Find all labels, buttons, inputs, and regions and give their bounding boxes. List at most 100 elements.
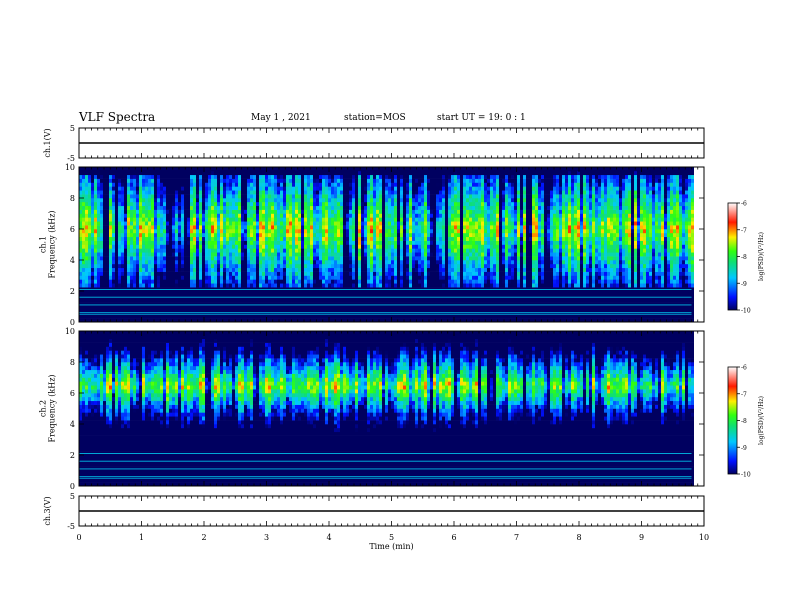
- heatmap-cell: [403, 241, 406, 245]
- heatmap-cell: [157, 276, 160, 280]
- heatmap-cell: [220, 186, 223, 190]
- heatmap-cell: [316, 179, 319, 183]
- heatmap-cell: [253, 225, 256, 229]
- heatmap-cell: [121, 283, 124, 287]
- heatmap-cell: [304, 179, 307, 183]
- heatmap-cell: [178, 202, 181, 206]
- heatmap-cell: [280, 214, 283, 218]
- heatmap-cell: [265, 276, 268, 280]
- heatmap-cell: [247, 245, 250, 249]
- heatmap-cell: [340, 179, 343, 183]
- heatmap-cell: [307, 291, 310, 295]
- heatmap-cell: [106, 264, 109, 268]
- heatmap-cell: [178, 272, 181, 276]
- heatmap-cell: [163, 256, 166, 260]
- heatmap-cell: [139, 268, 142, 272]
- heatmap-cell: [346, 307, 349, 311]
- heatmap-cell: [223, 272, 226, 276]
- heatmap-cell: [172, 206, 175, 210]
- heatmap-cell: [322, 179, 325, 183]
- heatmap-cell: [301, 264, 304, 268]
- heatmap-cell: [106, 233, 109, 237]
- heatmap-cell: [163, 206, 166, 210]
- heatmap-cell: [178, 276, 181, 280]
- heatmap-cell: [382, 217, 385, 221]
- heatmap-cell: [325, 190, 328, 194]
- heatmap-cell: [142, 307, 145, 311]
- heatmap-cell: [343, 214, 346, 218]
- heatmap-cell: [184, 210, 187, 214]
- heatmap-cell: [199, 183, 202, 187]
- heatmap-cell: [226, 206, 229, 210]
- heatmap-cell: [145, 229, 148, 233]
- heatmap-cell: [85, 214, 88, 218]
- heatmap-cell: [301, 210, 304, 214]
- heatmap-cell: [382, 175, 385, 179]
- heatmap-cell: [313, 299, 316, 303]
- heatmap-cell: [274, 167, 277, 171]
- heatmap-cell: [124, 291, 127, 295]
- heatmap-cell: [175, 186, 178, 190]
- heatmap-cell: [151, 214, 154, 218]
- heatmap-cell: [121, 260, 124, 264]
- heatmap-cell: [250, 229, 253, 233]
- heatmap-cell: [295, 194, 298, 198]
- heatmap-cell: [220, 256, 223, 260]
- heatmap-cell: [325, 237, 328, 241]
- heatmap-cell: [376, 175, 379, 179]
- heatmap-cell: [283, 221, 286, 225]
- heatmap-cell: [217, 179, 220, 183]
- heatmap-cell: [208, 194, 211, 198]
- heatmap-cell: [115, 268, 118, 272]
- heatmap-cell: [91, 171, 94, 175]
- heatmap-cell: [166, 190, 169, 194]
- heatmap-cell: [259, 241, 262, 245]
- heatmap-cell: [337, 194, 340, 198]
- heatmap-cell: [238, 260, 241, 264]
- heatmap-cell: [298, 237, 301, 241]
- heatmap-cell: [349, 256, 352, 260]
- heatmap-cell: [388, 283, 391, 287]
- heatmap-cell: [346, 291, 349, 295]
- heatmap-cell: [388, 206, 391, 210]
- heatmap-cell: [304, 279, 307, 283]
- heatmap-cell: [112, 210, 115, 214]
- heatmap-cell: [85, 279, 88, 283]
- heatmap-cell: [385, 210, 388, 214]
- heatmap-cell: [181, 276, 184, 280]
- heatmap-cell: [319, 237, 322, 241]
- heatmap-cell: [361, 245, 364, 249]
- heatmap-cell: [187, 248, 190, 252]
- heatmap-cell: [208, 217, 211, 221]
- heatmap-cell: [238, 314, 241, 318]
- heatmap-cell: [325, 179, 328, 183]
- heatmap-cell: [193, 194, 196, 198]
- heatmap-cell: [217, 229, 220, 233]
- heatmap-cell: [193, 245, 196, 249]
- heatmap-cell: [310, 186, 313, 190]
- heatmap-cell: [103, 268, 106, 272]
- heatmap-cell: [130, 206, 133, 210]
- heatmap-cell: [298, 206, 301, 210]
- heatmap-cell: [271, 217, 274, 221]
- heatmap-cell: [397, 283, 400, 287]
- heatmap-cell: [148, 260, 151, 264]
- heatmap-cell: [214, 225, 217, 229]
- heatmap-cell: [268, 283, 271, 287]
- heatmap-cell: [259, 279, 262, 283]
- heatmap-cell: [343, 229, 346, 233]
- heatmap-cell: [256, 217, 259, 221]
- heatmap-cell: [388, 171, 391, 175]
- heatmap-cell: [103, 221, 106, 225]
- heatmap-cell: [193, 252, 196, 256]
- heatmap-cell: [400, 194, 403, 198]
- heatmap-cell: [118, 299, 121, 303]
- heatmap-cell: [337, 248, 340, 252]
- heatmap-cell: [289, 237, 292, 241]
- heatmap-cell: [157, 283, 160, 287]
- heatmap-cell: [391, 248, 394, 252]
- heatmap-cell: [217, 268, 220, 272]
- heatmap-cell: [121, 314, 124, 318]
- heatmap-cell: [391, 186, 394, 190]
- heatmap-cell: [136, 233, 139, 237]
